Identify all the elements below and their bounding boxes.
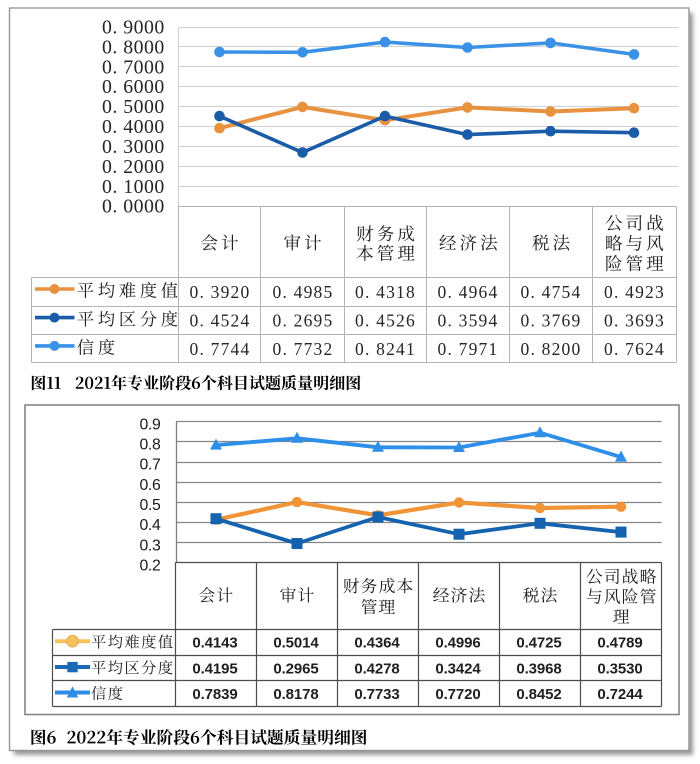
svg-text:0. 4000: 0. 4000	[102, 116, 165, 138]
svg-text:0. 7971: 0. 7971	[438, 339, 499, 359]
svg-text:0. 3769: 0. 3769	[521, 311, 582, 331]
svg-text:0. 8241: 0. 8241	[355, 339, 416, 359]
svg-text:0. 4318: 0. 4318	[355, 282, 416, 302]
svg-text:0.7733: 0.7733	[354, 686, 399, 703]
svg-text:0.5: 0.5	[139, 497, 161, 514]
svg-text:0.3424: 0.3424	[435, 661, 481, 678]
svg-text:0. 8000: 0. 8000	[102, 36, 165, 58]
svg-text:0. 2695: 0. 2695	[273, 311, 334, 331]
svg-text:0. 8200: 0. 8200	[521, 339, 582, 359]
svg-text:0.7720: 0.7720	[435, 686, 480, 703]
svg-text:0.3968: 0.3968	[516, 661, 561, 678]
svg-text:0. 2000: 0. 2000	[102, 156, 165, 178]
svg-text:0.4996: 0.4996	[435, 635, 480, 652]
svg-text:0.7244: 0.7244	[597, 686, 643, 703]
svg-text:0. 5000: 0. 5000	[102, 96, 165, 118]
svg-text:0.4364: 0.4364	[354, 635, 400, 652]
svg-text:0.7: 0.7	[139, 457, 160, 474]
svg-text:0. 4524: 0. 4524	[190, 311, 251, 331]
svg-text:0.3530: 0.3530	[597, 661, 642, 678]
svg-text:0.4143: 0.4143	[192, 635, 237, 652]
svg-text:0. 3920: 0. 3920	[190, 282, 251, 302]
svg-text:0.3: 0.3	[139, 537, 161, 554]
svg-text:0.8178: 0.8178	[273, 686, 318, 703]
svg-text:0.4789: 0.4789	[597, 635, 642, 652]
svg-text:0.8: 0.8	[139, 437, 161, 454]
svg-text:0. 7732: 0. 7732	[273, 339, 334, 359]
svg-text:0.2: 0.2	[139, 558, 160, 575]
svg-text:0. 4985: 0. 4985	[273, 282, 334, 302]
svg-text:0.8452: 0.8452	[516, 686, 561, 703]
svg-text:0. 7624: 0. 7624	[604, 339, 665, 359]
svg-text:0.9: 0.9	[139, 416, 161, 433]
svg-text:0. 6000: 0. 6000	[102, 76, 165, 98]
svg-text:0.4: 0.4	[139, 517, 161, 534]
svg-text:0. 0000: 0. 0000	[102, 196, 165, 218]
svg-text:0.6: 0.6	[139, 477, 161, 494]
svg-text:0. 3594: 0. 3594	[438, 311, 499, 331]
svg-text:0. 7744: 0. 7744	[190, 339, 251, 359]
svg-text:0. 4964: 0. 4964	[438, 282, 499, 302]
svg-text:0.5014: 0.5014	[273, 635, 319, 652]
svg-text:0. 4923: 0. 4923	[604, 282, 665, 302]
svg-text:0.7839: 0.7839	[192, 686, 237, 703]
svg-text:0. 9000: 0. 9000	[102, 17, 165, 39]
svg-text:0.2965: 0.2965	[273, 661, 318, 678]
svg-text:0. 7000: 0. 7000	[102, 56, 165, 78]
svg-text:0. 4754: 0. 4754	[521, 282, 582, 302]
svg-text:0. 4526: 0. 4526	[355, 311, 416, 331]
svg-text:0. 3000: 0. 3000	[102, 136, 165, 158]
svg-text:0.4725: 0.4725	[516, 635, 561, 652]
svg-text:0.4195: 0.4195	[192, 661, 237, 678]
svg-text:0.4278: 0.4278	[354, 661, 399, 678]
svg-text:0. 1000: 0. 1000	[102, 176, 165, 198]
svg-text:0. 3693: 0. 3693	[604, 311, 665, 331]
